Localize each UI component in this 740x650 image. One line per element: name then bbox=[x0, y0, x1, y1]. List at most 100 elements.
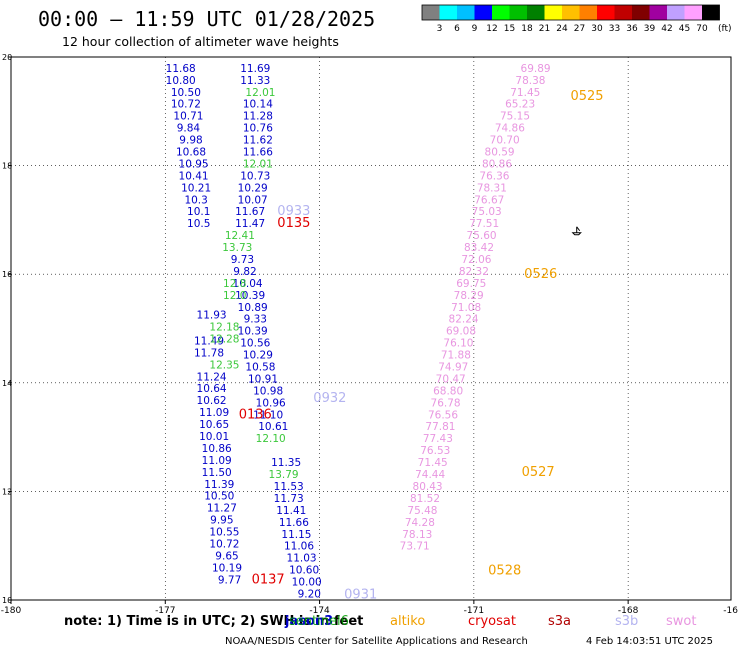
colorbar-label: 6 bbox=[454, 24, 460, 34]
point-swot: 69.75 bbox=[456, 278, 486, 290]
point-sentinel6: 12.0 bbox=[223, 290, 246, 302]
point-jason3: 11.03 bbox=[287, 553, 317, 565]
point-jason3: 10.07 bbox=[238, 194, 268, 206]
footer-credit: NOAA/NESDIS Center for Satellite Applica… bbox=[225, 636, 528, 647]
point-jason3: 10.71 bbox=[173, 111, 203, 123]
point-jason3: 10.55 bbox=[209, 527, 239, 539]
point-altika: 0528 bbox=[488, 564, 521, 579]
point-jason3: 10.29 bbox=[238, 182, 268, 194]
point-swot: 74.44 bbox=[415, 469, 445, 481]
point-cryosat: 0137 bbox=[252, 572, 285, 587]
point-jason3: 11.09 bbox=[199, 407, 229, 419]
colorbar-label: 27 bbox=[574, 24, 585, 34]
point-swot: 82.24 bbox=[449, 314, 479, 326]
point-jason3: 9.65 bbox=[215, 550, 238, 562]
point-jason3: 11.47 bbox=[235, 218, 265, 230]
point-sentinel6: 12.28 bbox=[209, 333, 239, 345]
point-jason3: 10.86 bbox=[202, 443, 232, 455]
point-jason3: 11.06 bbox=[284, 541, 314, 553]
y-tick-label: 12 bbox=[2, 487, 12, 496]
point-s3b: 0932 bbox=[313, 391, 346, 406]
point-jason3: 10.95 bbox=[179, 158, 209, 170]
point-jason3: 10.50 bbox=[204, 491, 234, 503]
point-sentinel6: 13.73 bbox=[222, 242, 252, 254]
legend-item-s3a: s3a bbox=[548, 614, 571, 629]
legend-note: note: 1) Time is in UTC; 2) SWH is in fe… bbox=[64, 614, 363, 629]
point-jason3: 10.56 bbox=[240, 338, 270, 350]
point-swot: 76.78 bbox=[431, 397, 461, 409]
point-jason3: 10.14 bbox=[243, 99, 273, 111]
colorbar-swatch bbox=[684, 5, 702, 20]
point-jason3: 9.73 bbox=[231, 254, 254, 266]
point-sentinel6: 12.01 bbox=[243, 158, 273, 170]
y-tick-label: 14 bbox=[2, 379, 12, 388]
point-swot: 83.42 bbox=[464, 242, 494, 254]
point-swot: 74.28 bbox=[405, 517, 435, 529]
colorbar-label: 9 bbox=[472, 24, 478, 34]
legend-item-sentinel6: sentinel6 bbox=[289, 614, 349, 629]
point-jason3: 11.49 bbox=[194, 335, 224, 347]
colorbar-swatch bbox=[544, 5, 562, 20]
point-cryosat: 0136 bbox=[239, 407, 272, 422]
point-jason3: 10.01 bbox=[199, 431, 229, 443]
x-tick-label: -171 bbox=[464, 606, 484, 616]
point-swot: 73.71 bbox=[400, 541, 430, 553]
point-swot: 65.23 bbox=[505, 99, 535, 111]
point-jason3: 10.04 bbox=[233, 278, 263, 290]
colorbar-label: 3 bbox=[437, 24, 443, 34]
colorbar-label: 42 bbox=[661, 24, 672, 34]
point-jason3: 10.98 bbox=[253, 385, 283, 397]
point-jason3: 10.58 bbox=[245, 362, 275, 374]
x-tick-label: -16 bbox=[723, 606, 738, 616]
point-jason3: 10.19 bbox=[212, 562, 242, 574]
point-jason3: 11.24 bbox=[197, 371, 227, 383]
point-jason3: 9.98 bbox=[179, 135, 202, 147]
point-jason3: 10.80 bbox=[166, 75, 196, 87]
point-jason3: 11.50 bbox=[202, 467, 232, 479]
point-jason3: 11.62 bbox=[243, 135, 273, 147]
colorbar-swatch bbox=[509, 5, 527, 20]
point-jason3: 10.89 bbox=[238, 302, 268, 314]
point-swot: 75.15 bbox=[500, 111, 530, 123]
point-jason3: 9.77 bbox=[218, 574, 241, 586]
point-jason3: 11.73 bbox=[274, 493, 304, 505]
point-jason3: 10.21 bbox=[181, 182, 211, 194]
point-jason3: 10.1 bbox=[187, 206, 210, 218]
point-jason3: 11.39 bbox=[204, 479, 234, 491]
colorbar-swatch bbox=[562, 5, 580, 20]
point-sentinel6: 12.18 bbox=[209, 321, 239, 333]
point-jason3: 11.67 bbox=[235, 206, 265, 218]
point-altika: 0526 bbox=[524, 267, 557, 282]
y-tick-label: 18 bbox=[2, 162, 12, 171]
point-sentinel6: 12.35 bbox=[209, 359, 239, 371]
point-jason3: 10.64 bbox=[197, 383, 227, 395]
point-jason3: 10.76 bbox=[243, 123, 273, 135]
point-jason3: 10.62 bbox=[197, 395, 227, 407]
point-jason3: 9.84 bbox=[177, 123, 201, 135]
colorbar-label: 45 bbox=[679, 24, 690, 34]
point-sentinel6: 13.79 bbox=[269, 469, 299, 481]
point-jason3: 10.96 bbox=[256, 397, 286, 409]
point-swot: 76.36 bbox=[479, 170, 509, 182]
ship-icon-shape bbox=[571, 226, 582, 236]
point-swot: 68.80 bbox=[433, 385, 463, 397]
point-jason3: 11.33 bbox=[240, 75, 270, 87]
point-jason3: 11.69 bbox=[240, 63, 270, 75]
point-jason3: 11.15 bbox=[281, 529, 311, 541]
point-jason3: 11.41 bbox=[276, 505, 306, 517]
point-jason3: 9.33 bbox=[244, 314, 267, 326]
point-jason3: 10.73 bbox=[240, 170, 270, 182]
colorbar-label: 18 bbox=[521, 24, 533, 34]
point-jason3: 11.66 bbox=[243, 146, 273, 158]
point-jason3: 10.61 bbox=[258, 421, 288, 433]
colorbar-swatch bbox=[492, 5, 510, 20]
point-sentinel6: 12.41 bbox=[225, 230, 255, 242]
x-tick-label: -174 bbox=[309, 606, 330, 616]
point-jason3: 11.68 bbox=[166, 63, 196, 75]
point-jason3: 11.09 bbox=[202, 455, 232, 467]
colorbar-swatch bbox=[667, 5, 685, 20]
point-jason3: 11.28 bbox=[243, 111, 273, 123]
point-swot: 74.97 bbox=[438, 362, 468, 374]
point-swot: 75.60 bbox=[467, 230, 497, 242]
